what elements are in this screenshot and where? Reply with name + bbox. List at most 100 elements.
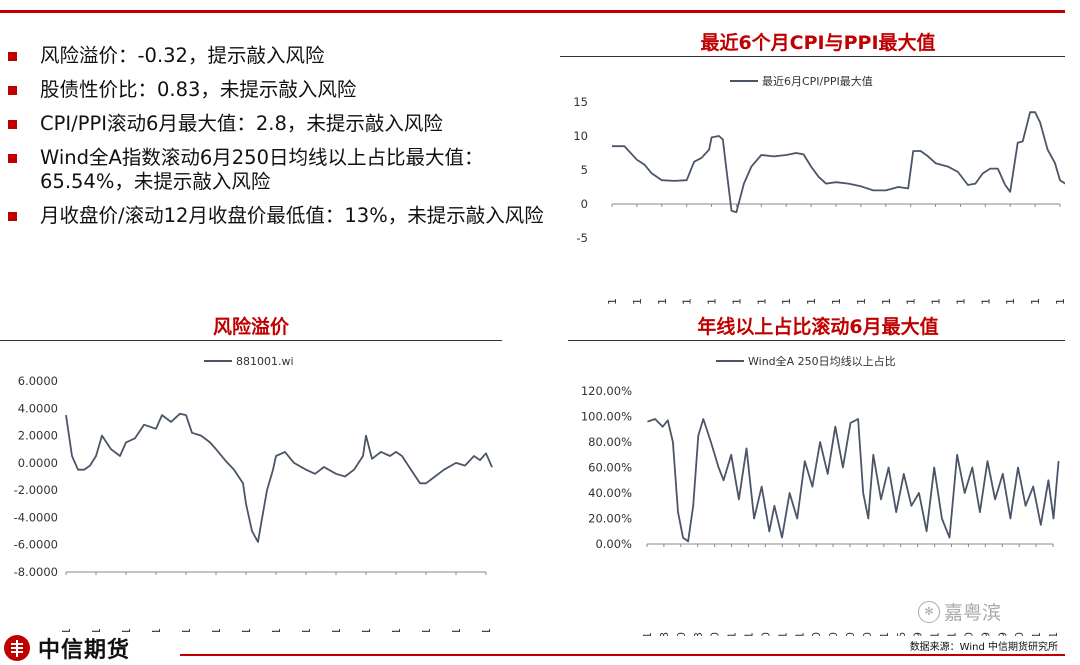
bullet-marker: [8, 52, 17, 61]
x-tick-label: 2007-01-31: [642, 632, 654, 636]
x-tick-label: 2007-01: [656, 298, 669, 304]
x-tick-label: 2010-01: [730, 298, 743, 304]
bullet-marker: [8, 212, 17, 221]
y-tick-label: 40.00%: [588, 486, 632, 500]
y-tick-label: 0.0000: [18, 456, 58, 470]
y-tick-label: -4.0000: [14, 510, 58, 524]
cpi-chart-title: 最近6个月CPI与PPI最大值: [700, 32, 936, 54]
x-tick-label: 2020-01: [979, 298, 992, 304]
cpi-title-rule: [560, 56, 1065, 57]
x-tick-label: 2009-01: [706, 298, 719, 304]
bullet-item: Wind全A指数滚动6月250日均线以上占比最大值：65.54%，未提示敲入风险: [6, 146, 551, 194]
x-tick-label: 2017-01: [905, 298, 918, 304]
y-tick-label: 20.00%: [588, 512, 632, 526]
y-tick-label: -6.0000: [14, 538, 58, 552]
y-tick-label: 2.0000: [18, 429, 58, 443]
y-tick-label: 100.00%: [581, 410, 632, 424]
x-tick-label: 2017-01: [300, 628, 313, 632]
x-tick-label: 2013-01-31: [794, 632, 806, 636]
x-tick-label: 2010-01: [90, 628, 103, 632]
y-tick-label: -5: [577, 231, 588, 245]
x-tick-label: 2018-05-31: [930, 632, 942, 636]
y-tick-label: 15: [573, 95, 588, 109]
y-tick-label: 0: [581, 197, 588, 211]
series-line: [612, 111, 1065, 214]
bullet-text: Wind全A指数滚动6月250日均线以上占比最大值：65.54%，未提示敲入风险: [40, 146, 484, 193]
footer-rule: [180, 654, 1065, 656]
x-tick-label: 2019-09-30: [963, 632, 975, 636]
bullet-text: CPI/PPI滚动6月最大值：2.8，未提示敲入风险: [40, 112, 443, 135]
y-tick-label: 6.0000: [18, 374, 58, 388]
x-tick-label: 2010-05-31: [727, 632, 739, 636]
x-tick-label: 2021-01: [1004, 298, 1017, 304]
x-tick-label: 2005-01: [606, 298, 619, 304]
wechat-icon: ✻: [918, 600, 940, 623]
x-tick-label: 2009-01: [60, 628, 73, 632]
x-tick-label: 2007-09-28: [659, 632, 671, 636]
x-tick-label: 2014-01: [210, 628, 223, 632]
x-tick-label: 2013-09-30: [811, 632, 823, 636]
x-tick-label: 2011-01: [755, 298, 768, 304]
watermark-text: 嘉粤滨: [944, 602, 1002, 624]
x-tick-label: 2015-09-30: [862, 632, 874, 636]
x-tick-label: 2021-09-30: [1014, 632, 1026, 636]
x-tick-label: 2008-01: [681, 298, 694, 304]
x-tick-label: 2019-01: [360, 628, 373, 632]
citic-logo-icon: [4, 635, 30, 661]
top-rule: [0, 10, 1065, 13]
bullet-item: 股债性价比：0.83，未提示敲入风险: [6, 78, 551, 102]
risk-chart-title: 风险溢价: [212, 316, 289, 338]
x-tick-label: 2020-05-29: [980, 632, 992, 636]
x-tick-label: 2021-01: [420, 628, 433, 632]
bullet-marker: [8, 154, 17, 163]
x-tick-label: 2011-01-31: [744, 632, 756, 636]
x-tick-label: 2022-01: [1029, 298, 1042, 304]
x-tick-label: 2013-01: [805, 298, 818, 304]
x-tick-label: 2019-01: [954, 298, 967, 304]
watermark: ✻ 嘉粤滨: [918, 598, 1001, 625]
y-tick-label: 60.00%: [588, 461, 632, 475]
x-tick-label: 2009-09-30: [710, 632, 722, 636]
x-tick-label: 2022-01: [450, 628, 463, 632]
x-tick-label: 2017-09-29: [913, 632, 925, 636]
bullet-list: 风险溢价：-0.32，提示敲入风险 股债性价比：0.83，未提示敲入风险 CPI…: [6, 44, 551, 238]
ma-chart: Wind全A 250日均线以上占比 120.00% 100.00% 80.00% 60.…: [581, 354, 1060, 636]
x-tick-label: 2015-01-30: [845, 632, 857, 636]
x-tick-label: 2012-01: [150, 628, 163, 632]
y-tick-label: 10: [573, 129, 588, 143]
legend-label: 最近6月CPI/PPI最大值: [762, 74, 873, 88]
x-tick-label: 2023-01: [1054, 298, 1065, 304]
x-tick-label: 2019-01-31: [947, 632, 959, 636]
bullet-item: 月收盘价/滚动12月收盘价最低值：13%，未提示敲入风险: [6, 204, 551, 228]
risk-chart: 881001.wi 6.0000 4.0000 2.0000 0.0000 -2.0000…: [14, 355, 493, 632]
y-tick-label: 80.00%: [588, 435, 632, 449]
x-tick-label: 2022-05-31: [1031, 632, 1043, 636]
x-tick-label: 2016-01: [880, 298, 893, 304]
company-logo: 中信期货: [4, 633, 130, 663]
ma-title-rule: [568, 340, 1065, 341]
company-name: 中信期货: [38, 638, 131, 663]
x-tick-label: 2018-01: [330, 628, 343, 632]
x-tick-label: 2012-01: [780, 298, 793, 304]
series-line: [65, 412, 493, 543]
x-tick-label: 2021-01-29: [997, 632, 1009, 636]
bullet-text: 月收盘价/滚动12月收盘价最低值：13%，未提示敲入风险: [40, 204, 544, 227]
x-tick-label: 2011-01: [120, 628, 133, 632]
cpi-chart: 最近6月CPI/PPI最大值 15 10 5 0 -5 2005-01 2006-01 2007…: [573, 74, 1065, 304]
x-tick-label: 2015-01: [240, 628, 253, 632]
x-tick-label: 2023/1/31: [1048, 632, 1060, 636]
risk-title-rule: [0, 340, 502, 341]
x-tick-label: 2008-05-30: [676, 632, 688, 636]
x-tick-label: 2016-01: [270, 628, 283, 632]
legend-label: Wind全A 250日均线以上占比: [748, 354, 896, 368]
bullet-text: 股债性价比：0.83，未提示敲入风险: [40, 78, 357, 101]
y-tick-label: 0.00%: [595, 537, 632, 551]
data-source: 数据来源：Wind 中信期货研究所: [909, 642, 1058, 653]
y-tick-label: 4.0000: [18, 401, 58, 415]
bullet-text: 风险溢价：-0.32，提示敲入风险: [40, 44, 325, 67]
x-tick-label: 2012-05-31: [777, 632, 789, 636]
x-tick-label: 2014-01: [830, 298, 843, 304]
bullet-marker: [8, 120, 17, 129]
ma-chart-title: 年线以上占比滚动6月最大值: [697, 316, 939, 338]
bullet-item: CPI/PPI滚动6月最大值：2.8，未提示敲入风险: [6, 112, 551, 136]
